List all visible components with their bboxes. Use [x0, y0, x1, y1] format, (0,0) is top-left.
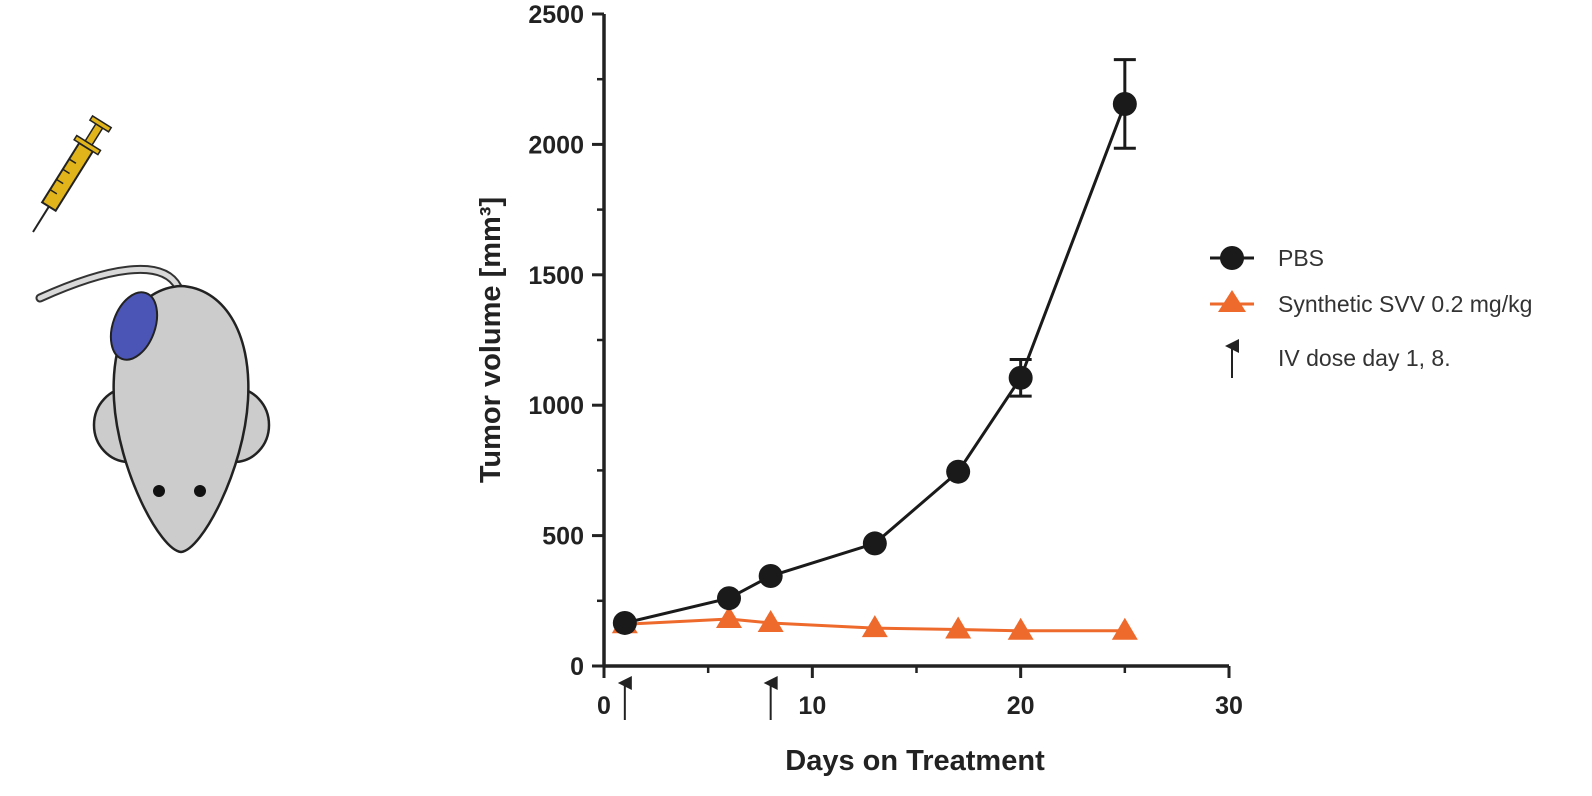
data-point [758, 564, 783, 589]
y-tick-label: 500 [542, 523, 584, 551]
y-tick-label: 1000 [528, 392, 584, 420]
y-ticks: 0 500 1000 1500 2000 2500 [528, 1, 604, 681]
data-point [716, 606, 742, 629]
data-point [862, 531, 887, 556]
mouse-body [112, 284, 250, 554]
data-point [1111, 617, 1138, 640]
data-point [717, 586, 741, 611]
legend: PBS Synthetic SVV 0.2 mg/kg IV dose day … [1210, 245, 1532, 378]
mouse-right-eye [194, 485, 206, 497]
data-point [1007, 617, 1034, 640]
legend-marker-triangle [1218, 290, 1246, 312]
legend-label-pbs: PBS [1278, 245, 1324, 271]
dose-arrows [617, 676, 778, 720]
legend-item-synthetic-svv: Synthetic SVV 0.2 mg/kg [1210, 290, 1532, 317]
x-axis-label: Days on Treatment [785, 745, 1045, 777]
y-tick-label: 2500 [528, 1, 584, 29]
data-point [1112, 91, 1137, 116]
x-tick-label: 0 [597, 692, 611, 720]
legend-marker-circle [1220, 246, 1244, 270]
x-ticks: 0 10 20 30 [597, 666, 1243, 720]
series-layer [611, 58, 1138, 640]
tumor-volume-chart: 0 500 1000 1500 2000 2500 0 10 20 30 Tumor volum… [475, 1, 1243, 777]
data-point [612, 610, 637, 635]
x-tick-label: 30 [1215, 692, 1243, 720]
series-1 [611, 606, 1138, 640]
data-point [946, 459, 971, 484]
legend-label-synthetic-svv: Synthetic SVV 0.2 mg/kg [1278, 291, 1532, 317]
mouse-illustration [32, 114, 271, 554]
mouse-left-eye [153, 485, 165, 497]
data-point [1008, 365, 1033, 390]
series-0 [612, 58, 1137, 635]
y-axis-label: Tumor volume [mm³] [475, 197, 507, 483]
legend-item-pbs: PBS [1210, 245, 1324, 271]
tumor [109, 291, 159, 361]
legend-item-dose: IV dose day 1, 8. [1225, 339, 1451, 378]
y-tick-label: 0 [570, 653, 584, 681]
data-point [861, 615, 888, 638]
syringe-icon [32, 114, 113, 233]
x-tick-label: 10 [798, 692, 826, 720]
x-tick-label: 20 [1007, 692, 1035, 720]
y-tick-label: 1500 [528, 262, 584, 290]
legend-label-dose: IV dose day 1, 8. [1278, 345, 1451, 371]
y-tick-label: 2000 [528, 131, 584, 159]
data-point [945, 616, 972, 639]
data-point [757, 609, 784, 632]
